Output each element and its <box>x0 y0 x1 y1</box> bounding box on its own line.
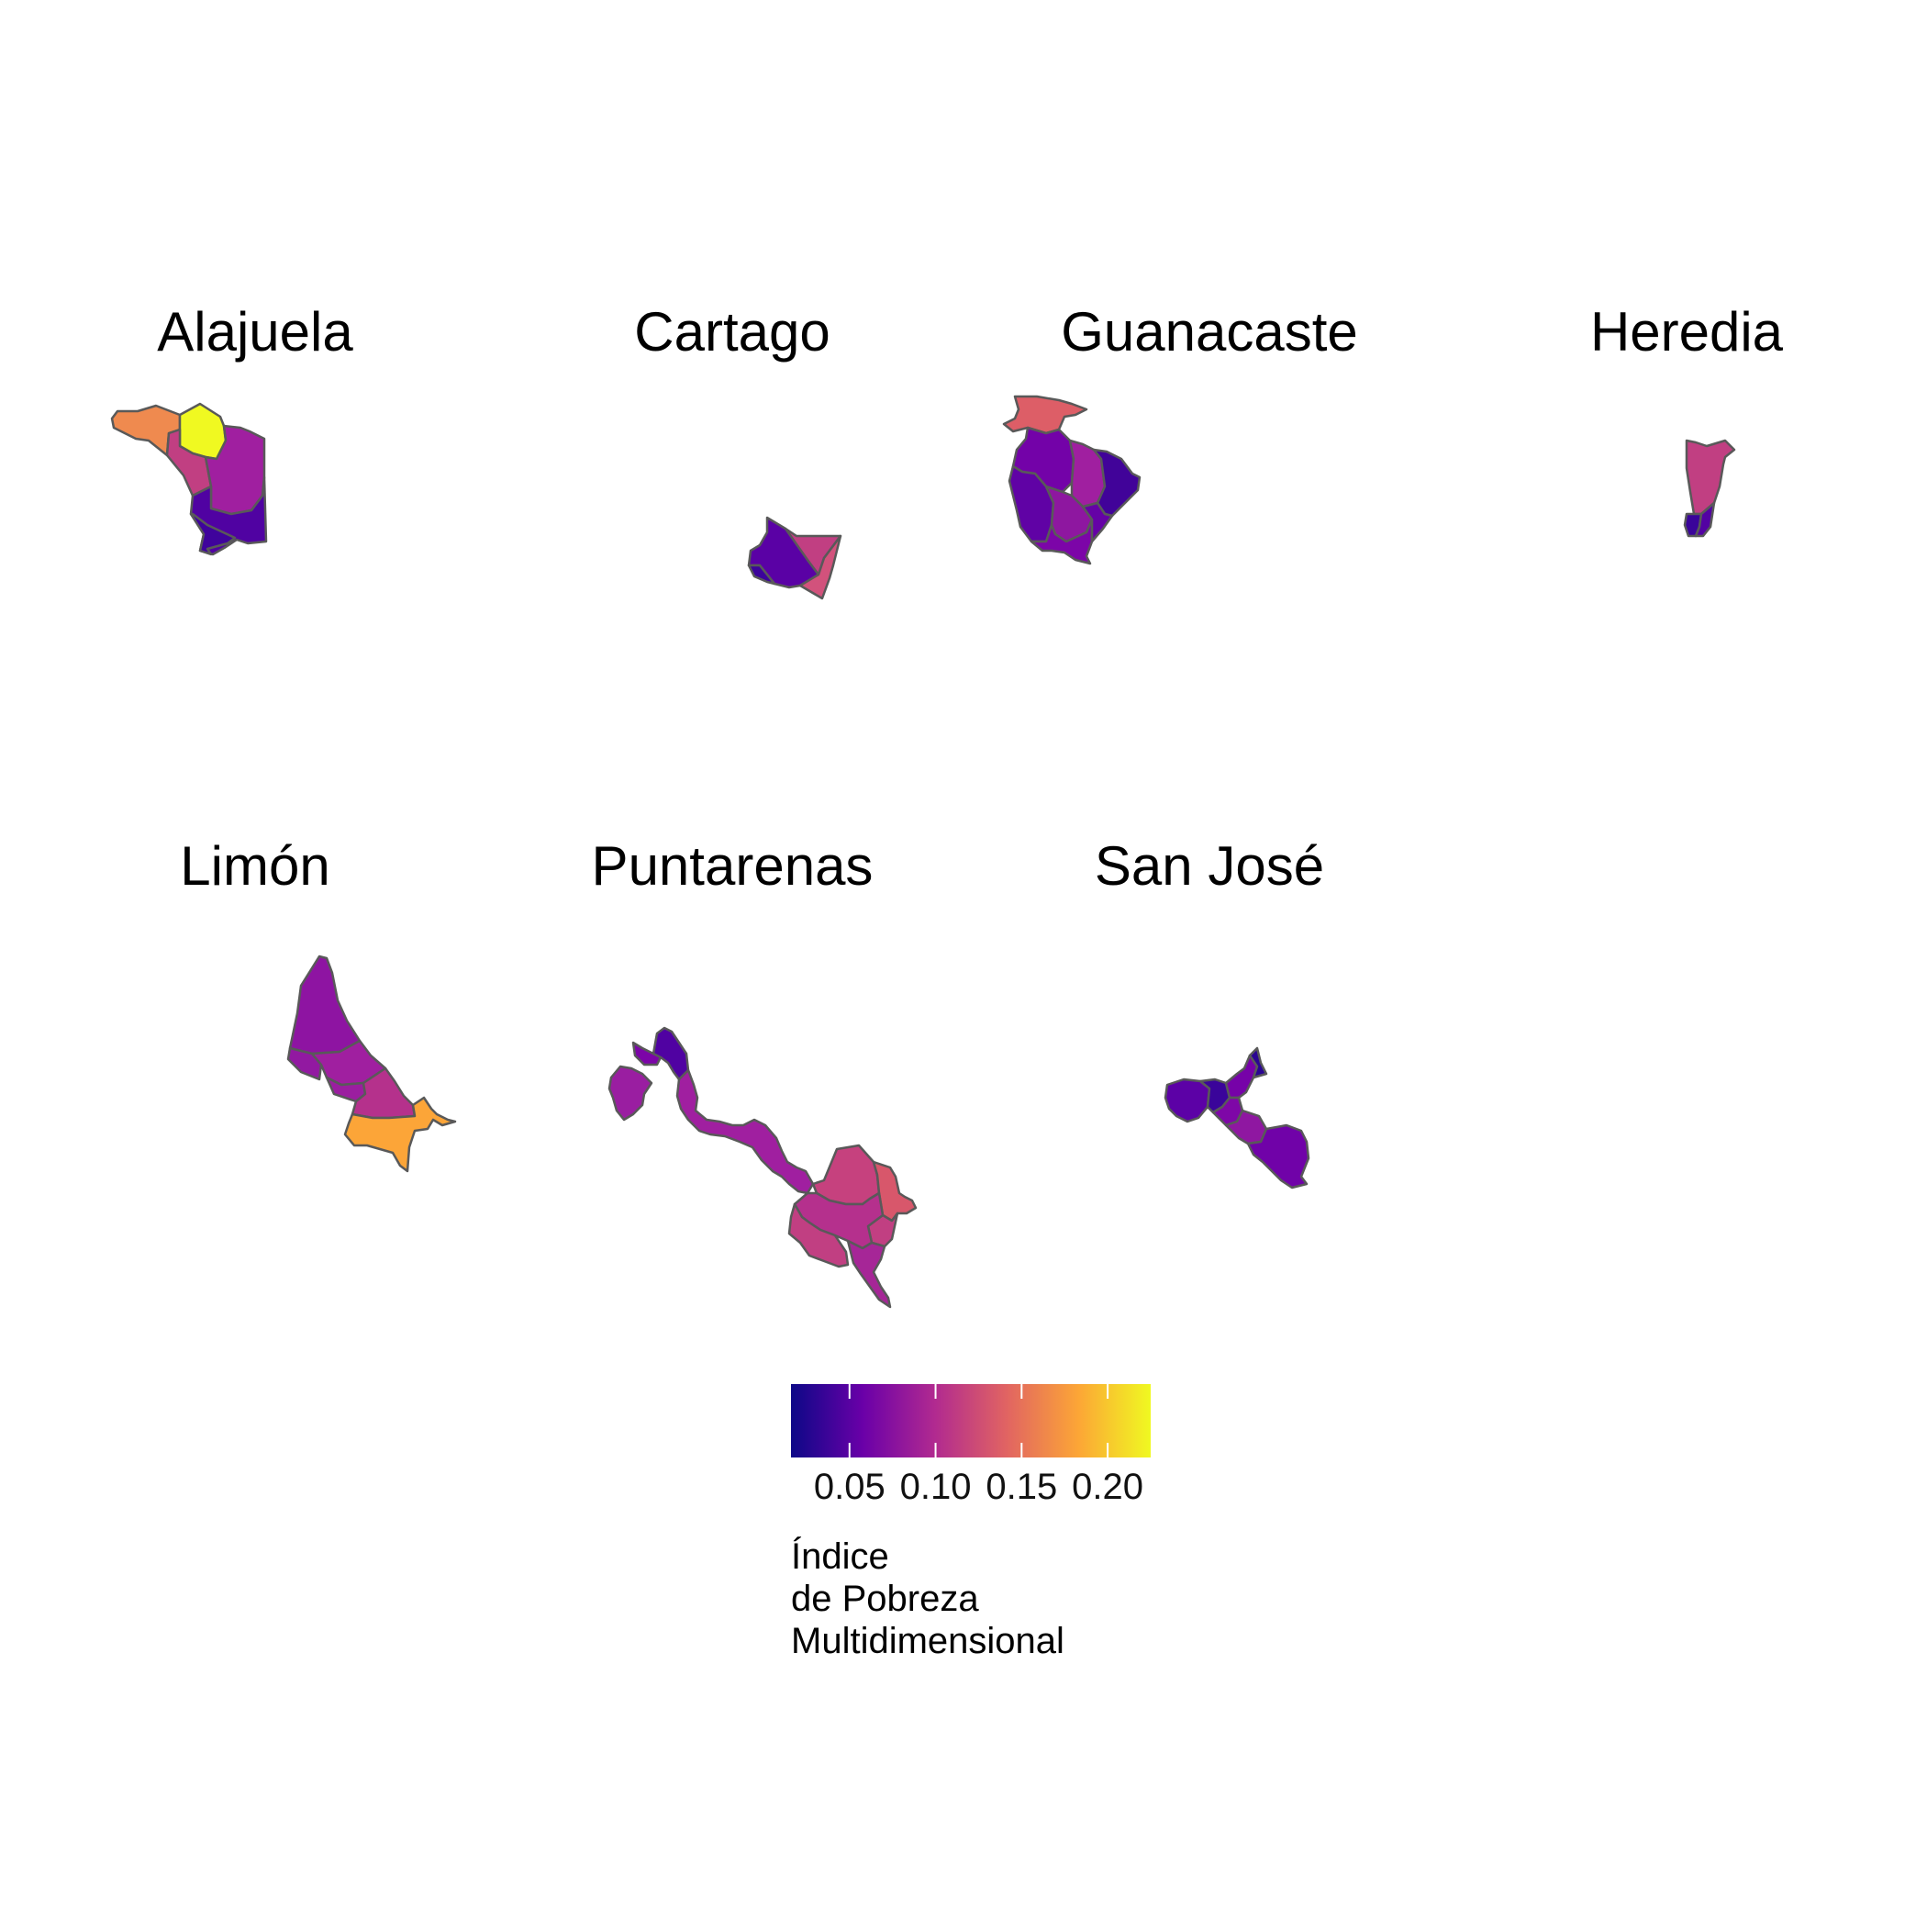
map-guanacaste <box>1002 395 1142 565</box>
canton-san-jose-west <box>1164 1078 1211 1123</box>
canton-puntarenas-coast <box>675 1068 815 1195</box>
legend-title-line-2: de Pobreza <box>791 1579 979 1619</box>
canton-san-jose-northeast <box>1248 1046 1268 1079</box>
legend-tick-label: 0.05 <box>813 1467 886 1507</box>
panel-title-limon: Limón <box>180 835 330 897</box>
panel-title-san-jose: San José <box>1094 835 1325 897</box>
map-san-jose <box>1164 1046 1310 1189</box>
canton-alajuela-center <box>165 428 213 497</box>
canton-san-jose-south <box>1246 1123 1310 1189</box>
panel-title-puntarenas: Puntarenas <box>591 835 874 897</box>
panel-title-cartago: Cartago <box>634 301 830 363</box>
legend-title-line-3: Multidimensional <box>791 1621 1064 1661</box>
legend-colorbar-rect <box>791 1384 1151 1457</box>
legend-colorbar <box>791 1384 1151 1457</box>
canton-heredia-south-2 <box>1694 501 1716 538</box>
canton-puntarenas-perez-zeledon <box>811 1144 881 1206</box>
canton-guanacaste-southeast <box>1081 501 1114 543</box>
canton-guanacaste-north <box>1002 395 1088 435</box>
map-heredia <box>1683 439 1736 538</box>
canton-heredia-sarapiqui <box>1685 439 1736 516</box>
canton-puntarenas-peninsula <box>787 1202 850 1268</box>
legend-tick-label: 0.20 <box>1072 1467 1144 1507</box>
panel-title-alajuela: Alajuela <box>157 301 353 363</box>
legend-tick-label: 0.10 <box>899 1467 972 1507</box>
legend-title-line-1: Índice <box>791 1536 889 1577</box>
canton-puntarenas-north <box>652 1026 690 1081</box>
map-puntarenas <box>607 1026 918 1309</box>
canton-limon-talamanca <box>343 1096 457 1173</box>
legend-tick-marks <box>848 1384 1109 1457</box>
panel-title-guanacaste: Guanacaste <box>1061 301 1358 363</box>
canton-puntarenas-golfito <box>846 1239 892 1309</box>
canton-cartago-south <box>798 534 842 600</box>
canton-guanacaste-northeast <box>1092 448 1142 518</box>
color-legend: 0.05 0.10 0.15 0.20 Índice de Pobreza Multi… <box>791 1384 1176 1659</box>
map-cartago <box>747 516 842 600</box>
canton-puntarenas-nicoya <box>607 1065 653 1122</box>
canton-limon-north <box>288 955 362 1055</box>
canton-alajuela-south-west <box>189 512 237 556</box>
map-alajuela <box>110 402 268 556</box>
legend-tick-label: 0.15 <box>986 1467 1058 1507</box>
canton-cartago-small <box>747 564 776 586</box>
map-limon <box>286 955 457 1173</box>
panel-title-heredia: Heredia <box>1589 301 1784 363</box>
canton-puntarenas-islands <box>631 1041 663 1067</box>
